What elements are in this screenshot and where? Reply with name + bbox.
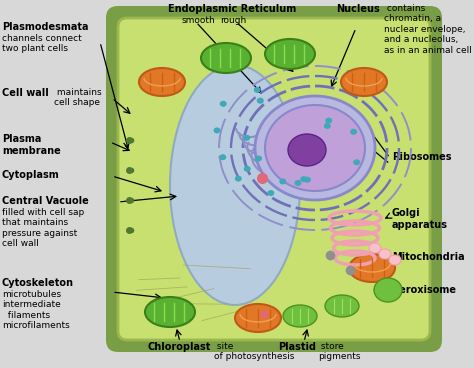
Text: Cytoplasm: Cytoplasm	[2, 170, 60, 180]
Text: site
of photosynthesis: site of photosynthesis	[214, 342, 294, 361]
Ellipse shape	[254, 87, 261, 93]
Ellipse shape	[325, 295, 359, 317]
Ellipse shape	[369, 243, 381, 253]
Ellipse shape	[379, 249, 391, 259]
Ellipse shape	[389, 255, 401, 265]
Text: Plastid: Plastid	[278, 342, 316, 352]
Text: rough: rough	[220, 16, 246, 25]
Ellipse shape	[220, 101, 227, 107]
Ellipse shape	[353, 159, 360, 165]
Ellipse shape	[257, 98, 264, 104]
Text: channels connect
two plant cells: channels connect two plant cells	[2, 34, 82, 53]
Ellipse shape	[288, 134, 326, 166]
Text: maintains
cell shape: maintains cell shape	[54, 88, 101, 107]
Ellipse shape	[341, 68, 387, 96]
Text: Ribosomes: Ribosomes	[392, 152, 452, 162]
Ellipse shape	[325, 118, 332, 124]
Text: Cytoskeleton: Cytoskeleton	[2, 278, 74, 288]
Ellipse shape	[255, 155, 262, 162]
Ellipse shape	[235, 304, 281, 332]
Ellipse shape	[283, 305, 317, 327]
Ellipse shape	[235, 176, 242, 181]
Text: contains
chromatin, a
nuclear envelope,
and a nucleolus,
as in an animal cell: contains chromatin, a nuclear envelope, …	[384, 4, 472, 54]
Ellipse shape	[255, 96, 375, 200]
Text: Chloroplast: Chloroplast	[148, 342, 211, 352]
Ellipse shape	[300, 176, 307, 182]
Ellipse shape	[219, 154, 226, 160]
Ellipse shape	[244, 166, 251, 172]
Ellipse shape	[139, 68, 185, 96]
Text: Central Vacuole: Central Vacuole	[2, 196, 89, 206]
Text: store
pigments: store pigments	[318, 342, 361, 361]
Text: Peroxisome: Peroxisome	[392, 285, 456, 295]
Text: Endoplasmic Reticulum: Endoplasmic Reticulum	[168, 4, 296, 14]
Ellipse shape	[213, 127, 220, 134]
Ellipse shape	[294, 180, 301, 186]
Ellipse shape	[350, 129, 357, 135]
Ellipse shape	[349, 254, 395, 282]
Ellipse shape	[324, 123, 331, 129]
Text: smooth: smooth	[182, 16, 216, 25]
Ellipse shape	[267, 190, 274, 196]
Text: Plasmodesmata: Plasmodesmata	[2, 22, 89, 32]
Ellipse shape	[265, 39, 315, 69]
Text: Golgi
apparatus: Golgi apparatus	[392, 208, 448, 230]
Text: Plasma
membrane: Plasma membrane	[2, 134, 61, 156]
Ellipse shape	[265, 105, 365, 191]
Ellipse shape	[374, 278, 402, 302]
Text: filled with cell sap
that maintains
pressure against
cell wall: filled with cell sap that maintains pres…	[2, 208, 84, 248]
FancyBboxPatch shape	[106, 6, 442, 352]
Ellipse shape	[145, 297, 195, 327]
Ellipse shape	[243, 135, 250, 141]
Ellipse shape	[304, 177, 311, 183]
Text: Cell wall: Cell wall	[2, 88, 49, 98]
Ellipse shape	[201, 43, 251, 73]
Text: Nucleus: Nucleus	[336, 4, 380, 14]
Ellipse shape	[170, 65, 300, 305]
Text: microtubules
intermediate
  filaments
microfilaments: microtubules intermediate filaments micr…	[2, 290, 70, 330]
Text: Mitochondria: Mitochondria	[392, 252, 465, 262]
FancyBboxPatch shape	[118, 18, 430, 340]
Ellipse shape	[279, 178, 286, 184]
